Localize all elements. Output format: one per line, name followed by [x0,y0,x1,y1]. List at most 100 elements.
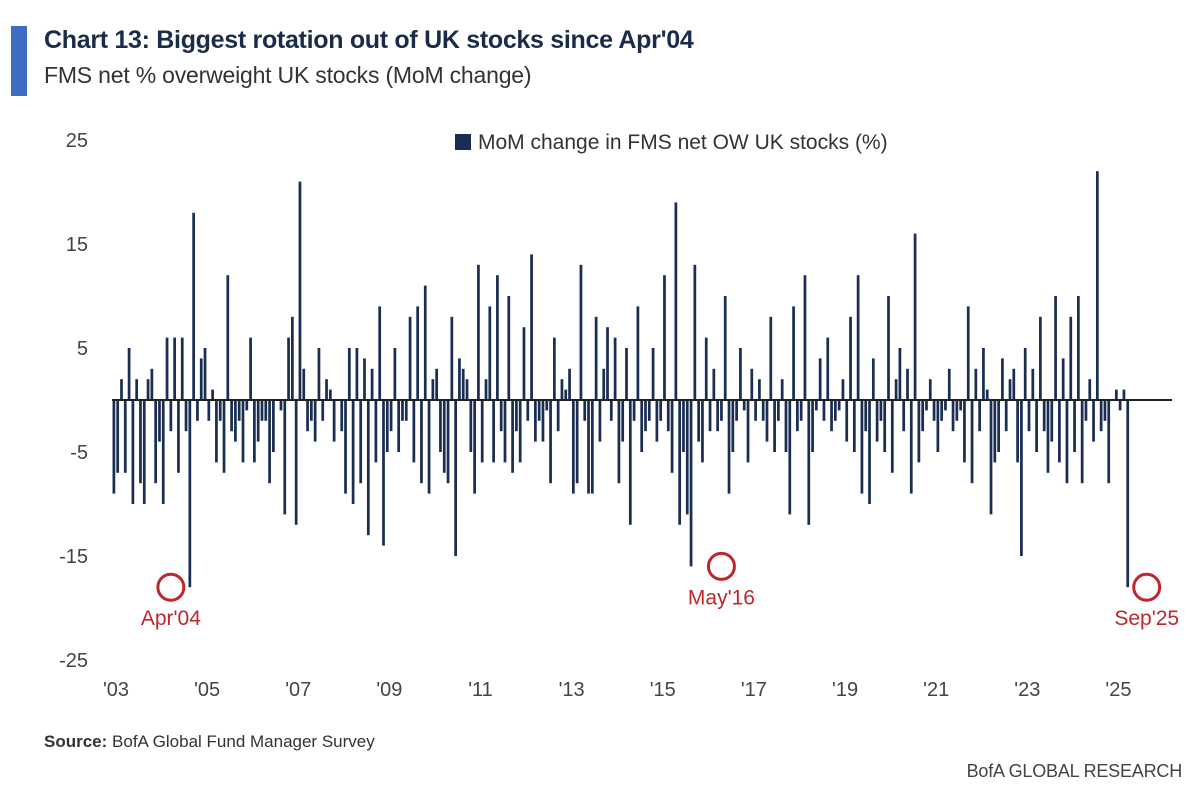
data-bar [173,337,177,400]
data-bar [1039,316,1042,400]
data-bar [1050,400,1054,442]
data-bar [594,316,598,400]
data-bar [868,400,871,504]
data-bar [309,400,313,421]
data-bar [1092,400,1095,442]
data-bar [970,400,974,484]
data-bar [636,306,640,400]
data-bar [294,400,298,525]
data-bar [1077,296,1080,400]
x-tick-label: '07 [285,679,311,701]
data-bar [435,368,439,400]
x-tick-label: '25 [1105,679,1131,701]
data-bar [408,316,412,400]
data-bar [1001,358,1004,400]
data-bar [1088,379,1092,400]
data-bar [598,400,602,442]
data-bar [678,400,682,525]
data-bar [682,400,685,452]
data-bar [716,400,719,432]
data-bar [708,400,712,432]
source-note: Source: BofA Global Fund Manager Survey [44,732,375,752]
data-bar [731,400,735,452]
chart-subtitle: FMS net % overweight UK stocks (MoM chan… [44,62,532,88]
data-bar [1042,400,1046,432]
data-bar [1027,400,1031,432]
data-bar [906,368,909,400]
data-bar [158,400,161,442]
data-bar [264,400,268,421]
data-bar [1054,296,1057,400]
data-bar [902,400,906,432]
legend: MoM change in FMS net OW UK stocks (%) [455,131,888,154]
data-bar [469,400,473,452]
data-bar [366,400,370,536]
data-bar [439,400,442,452]
data-bar [963,400,966,463]
data-bar [131,400,135,504]
data-bar [1065,400,1069,484]
data-bar [792,306,795,400]
data-bar [978,400,981,432]
data-bar [723,296,727,400]
data-bar [477,264,480,400]
x-axis: '03 '05 '07 '09 '11 '13 '15 '17 '19 '21 '23 '25 [103,679,1132,701]
annotation-label: May'16 [688,586,755,609]
data-bar [507,296,511,400]
data-bar [423,285,427,400]
data-bar [769,316,773,400]
data-bar [120,379,123,400]
data-bar [997,400,1000,452]
data-bar [693,264,697,400]
data-bar [291,316,294,400]
data-bar [503,400,507,463]
data-bar [590,400,594,494]
data-bar [306,400,309,432]
data-bar [545,400,549,411]
data-bar [807,400,811,525]
data-bar [712,368,716,400]
data-bar [735,400,738,421]
chart-title: Chart 13: Biggest rotation out of UK sto… [44,26,694,54]
data-bar [644,400,647,432]
data-bar [431,379,435,400]
data-bar [993,400,997,463]
data-bar [826,337,830,400]
chart-area: 25 15 5 -5 -15 -25 '03 '05 '07 '09 '11 '13 '15 '17 '1… [59,130,1179,701]
data-bar [777,400,780,421]
data-bar [177,400,180,473]
data-bar [496,275,499,400]
data-bar [640,400,644,452]
data-bar [674,202,678,400]
data-bar [742,400,746,411]
data-bar [852,400,856,452]
data-bar [1031,368,1035,400]
data-bar [909,400,913,494]
data-bar [1020,400,1023,556]
data-bar [530,254,533,400]
data-bar [758,379,761,400]
data-bar [1118,400,1122,411]
data-bar [750,368,754,400]
data-bar [499,400,503,432]
x-tick-label: '15 [650,679,676,701]
data-bar [363,358,366,400]
data-bar [845,400,849,442]
data-bar [784,400,788,452]
y-tick-label: -5 [70,442,88,464]
data-bar [1103,400,1107,421]
data-bar [154,400,158,484]
data-bar [313,400,317,442]
data-bar [1004,400,1008,432]
data-bar [492,400,495,463]
data-bar [340,400,344,432]
data-bar [587,400,590,494]
data-bar [196,400,199,421]
legend-swatch [455,134,471,150]
data-bar [951,400,955,432]
data-bar [1107,400,1111,484]
data-bar [704,337,708,400]
data-bar [966,306,970,400]
data-bar [256,400,260,442]
data-bar [450,316,454,400]
